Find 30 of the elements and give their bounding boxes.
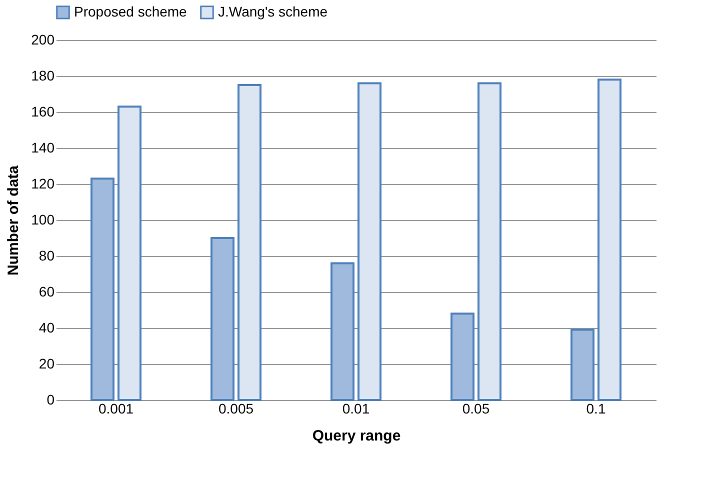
y-axis-title: Number of data bbox=[5, 164, 22, 276]
y-tick-label: 180 bbox=[31, 68, 55, 84]
y-tick-label: 60 bbox=[38, 284, 55, 300]
y-tick-label: 20 bbox=[38, 356, 55, 372]
bar bbox=[450, 312, 474, 401]
bar bbox=[478, 82, 502, 401]
x-tick-label: 0.01 bbox=[342, 400, 370, 416]
y-tick-label: 160 bbox=[31, 104, 55, 120]
y-tick-label: 80 bbox=[38, 248, 55, 264]
x-tick-label: 0.001 bbox=[98, 400, 134, 416]
bar bbox=[330, 262, 354, 401]
x-tick-label: 0.1 bbox=[586, 400, 606, 416]
y-tick-label: 40 bbox=[38, 320, 55, 336]
y-tick-label: 120 bbox=[31, 176, 55, 192]
legend-label: Proposed scheme bbox=[74, 3, 188, 20]
y-tick-label: 100 bbox=[31, 212, 55, 228]
x-tick-label: 0.05 bbox=[462, 400, 490, 416]
y-tick-label: 140 bbox=[31, 140, 55, 156]
bar bbox=[90, 178, 114, 401]
x-axis-title: Query range bbox=[312, 428, 401, 444]
bar bbox=[598, 78, 622, 401]
bar bbox=[358, 82, 382, 401]
bar bbox=[238, 84, 262, 401]
legend-label: J.Wang's scheme bbox=[218, 3, 328, 20]
y-tick-label: 0 bbox=[46, 392, 55, 408]
bar bbox=[210, 237, 234, 401]
y-tick-label: 200 bbox=[31, 32, 55, 48]
bar bbox=[570, 328, 594, 401]
bar bbox=[118, 106, 142, 401]
x-tick-label: 0.005 bbox=[218, 400, 254, 416]
